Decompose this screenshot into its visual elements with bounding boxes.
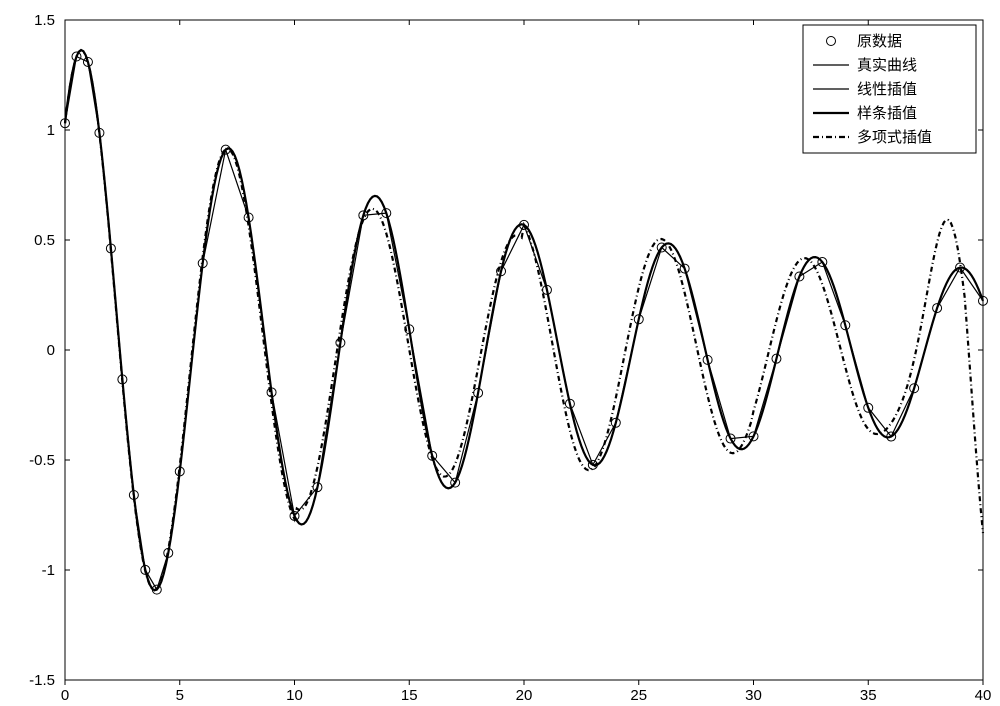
ytick-label: 0 bbox=[47, 342, 55, 359]
xtick-label: 25 bbox=[630, 687, 647, 704]
xtick-label: 0 bbox=[61, 687, 69, 704]
ytick-label: -1.5 bbox=[29, 672, 55, 689]
ytick-label: 0.5 bbox=[34, 232, 55, 249]
ytick-label: -0.5 bbox=[29, 452, 55, 469]
legend-label: 样条插值 bbox=[857, 105, 917, 122]
legend-label: 线性插值 bbox=[857, 81, 917, 98]
xtick-label: 40 bbox=[975, 687, 992, 704]
legend-label: 真实曲线 bbox=[857, 56, 917, 74]
ytick-label: -1 bbox=[42, 562, 55, 579]
legend-label: 原数据 bbox=[857, 33, 902, 50]
ytick-label: 1.5 bbox=[34, 12, 55, 29]
xtick-label: 35 bbox=[860, 687, 877, 704]
xtick-label: 10 bbox=[286, 687, 303, 704]
xtick-label: 30 bbox=[745, 687, 762, 704]
legend-label: 多项式插值 bbox=[857, 129, 932, 146]
chart-svg: 0 5 10 15 20 25 30 35 40 -1.5 -1 -0.5 0 0.5 1 1.5 原数据真实曲… bbox=[0, 0, 1000, 706]
chart-container: 0 5 10 15 20 25 30 35 40 -1.5 -1 -0.5 0 0.5 1 1.5 原数据真实曲… bbox=[0, 0, 1000, 706]
xtick-label: 20 bbox=[516, 687, 533, 704]
ytick-label: 1 bbox=[47, 122, 55, 139]
xtick-label: 15 bbox=[401, 687, 418, 704]
xtick-label: 5 bbox=[176, 687, 184, 704]
